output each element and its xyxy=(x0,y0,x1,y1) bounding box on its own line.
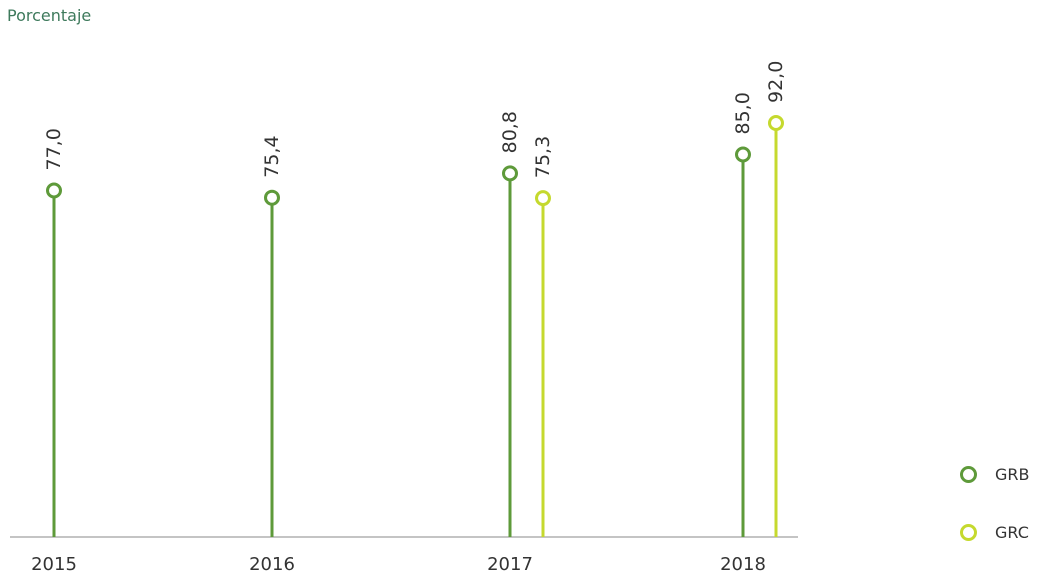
x-tick-label: 2016 xyxy=(249,554,295,575)
legend-swatch-grc xyxy=(960,523,977,541)
x-tick-label: 2017 xyxy=(487,554,533,575)
lollipop-point xyxy=(535,190,551,207)
lollipop-point xyxy=(502,165,518,182)
legend-item-grb: GRB xyxy=(960,460,1030,488)
lollipop-point xyxy=(264,189,280,206)
y-axis-title: Porcentaje xyxy=(7,6,92,25)
legend: GRB GRC xyxy=(960,460,1030,576)
legend-label-grb: GRB xyxy=(995,464,1030,484)
data-label: 77,0 xyxy=(43,128,65,170)
data-label: 80,8 xyxy=(499,111,521,153)
data-label: 85,0 xyxy=(732,92,754,134)
legend-swatch-grb xyxy=(960,465,977,483)
lollipop-point xyxy=(768,115,784,131)
data-label: 75,4 xyxy=(261,135,283,177)
data-label: 92,0 xyxy=(765,61,787,103)
x-tick-label: 2018 xyxy=(720,554,766,575)
x-tick-label: 2015 xyxy=(31,554,77,575)
data-label: 75,3 xyxy=(532,136,554,178)
legend-item-grc: GRC xyxy=(960,518,1030,546)
lollipop-point xyxy=(46,182,62,199)
legend-label-grc: GRC xyxy=(995,522,1029,542)
lollipop-point xyxy=(735,146,751,163)
